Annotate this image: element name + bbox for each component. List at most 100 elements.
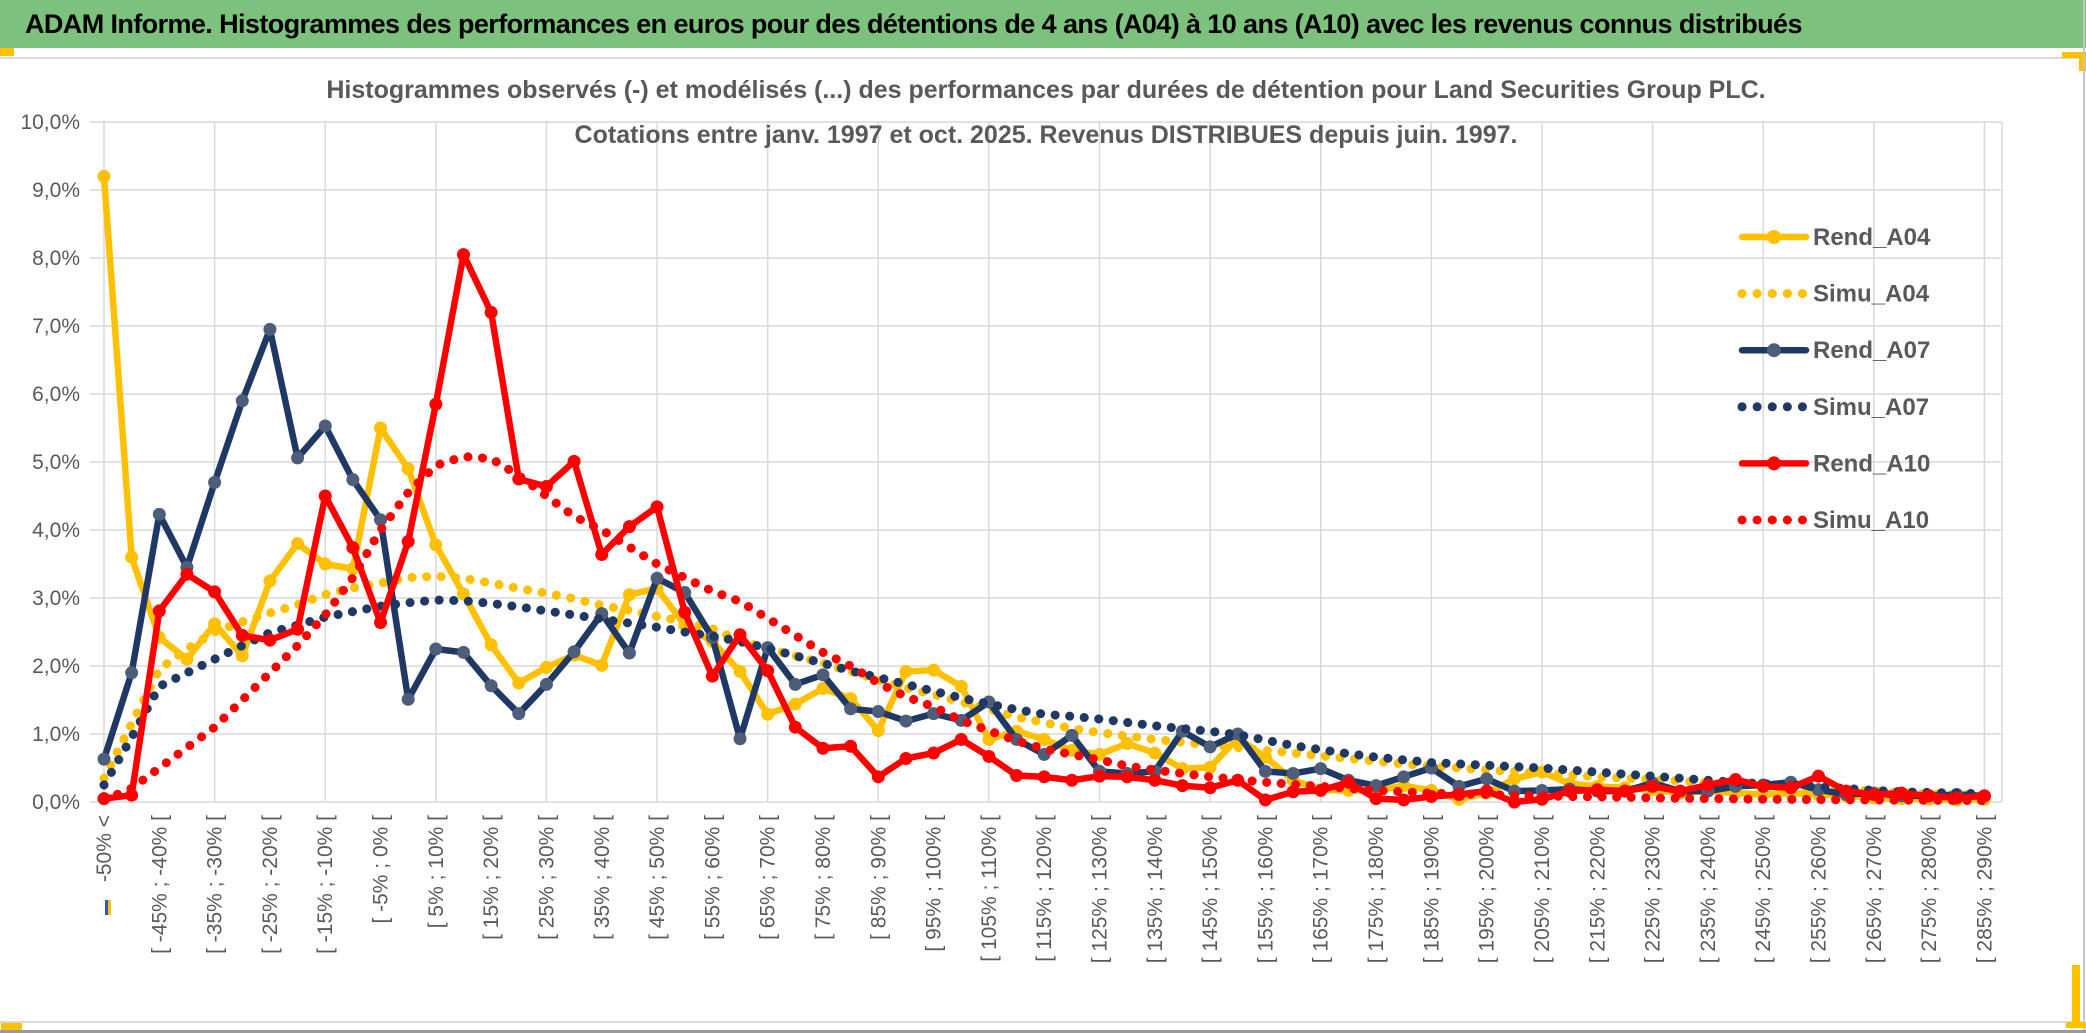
x-tick-label: [ 135% ; 140% [ — [1144, 815, 1167, 963]
series-Simu_A04 — [99, 571, 1989, 800]
chart-title-line2: Cotations entre janv. 1997 et oct. 2025.… — [575, 121, 1518, 149]
marker-Rend_A04 — [622, 588, 636, 602]
performance-histogram-chart: 10,0% 9,0% 8,0% 7,0% 6,0% 5,0% 4,0% 3,0% 2,0% 1,0… — [20, 76, 2003, 963]
marker-Rend_A07 — [788, 677, 802, 691]
series-line-Simu_A04 — [99, 571, 1989, 800]
legend-item-simu-a04: Simu_A04 — [1737, 281, 1930, 308]
marker-Rend_A10 — [954, 732, 968, 746]
gold-accent-bottom-left — [1, 1023, 22, 1032]
marker-Rend_A07 — [871, 705, 885, 719]
chart-title: Histogrammes observés (-) et modélisés (… — [326, 76, 1765, 149]
legend: Rend_A04 Simu_A04 Rend_A07 Simu_A07 Rend_A10… — [1737, 224, 1931, 534]
legend-label: Rend_A04 — [1813, 224, 1931, 251]
marker-Rend_A04 — [595, 658, 609, 672]
marker-Rend_A10 — [622, 520, 636, 534]
marker-Rend_A04 — [871, 724, 885, 738]
marker-Rend_A10 — [567, 454, 581, 468]
marker-Rend_A10 — [705, 669, 719, 683]
y-tick-label: 4,0% — [32, 519, 80, 542]
x-tick-label: [ 245% ; 250% [ — [1752, 815, 1775, 963]
x-tick-label: [ -25% ; -20% [ — [259, 815, 282, 954]
marker-Rend_A07 — [152, 507, 166, 521]
marker-Rend_A07 — [291, 451, 305, 465]
marker-Rend_A10 — [1175, 779, 1189, 793]
marker-Rend_A10 — [1037, 770, 1051, 784]
x-tick-label: [ 65% ; 70% [ — [757, 815, 780, 940]
gold-accent-bottom-right-h — [2066, 1022, 2086, 1028]
marker-Rend_A10 — [871, 770, 885, 784]
gridlines — [90, 121, 2003, 803]
marker-Rend_A04 — [1507, 772, 1521, 786]
series-Simu_A07 — [99, 595, 1989, 799]
x-tick-label: [ 125% ; 130% [ — [1089, 815, 1112, 963]
marker-Rend_A04 — [788, 697, 802, 711]
legend-label: Simu_A10 — [1813, 507, 1929, 534]
marker-Rend_A07 — [429, 642, 443, 656]
marker-Rend_A10 — [1148, 773, 1162, 787]
marker-Rend_A10 — [650, 500, 664, 514]
legend-marker-sample — [1767, 456, 1781, 471]
series-line-Rend_A04 — [100, 173, 1988, 804]
marker-Rend_A10 — [595, 547, 609, 561]
marker-Rend_A04 — [816, 681, 830, 695]
x-tick-label: [ 15% ; 20% [ — [480, 815, 503, 940]
gold-accent-top-right-v — [2079, 52, 2086, 71]
marker-Rend_A10 — [1203, 781, 1217, 795]
marker-Rend_A07 — [1258, 764, 1272, 778]
y-tick-label: 6,0% — [32, 383, 80, 406]
marker-Rend_A10 — [1369, 792, 1383, 806]
marker-Rend_A10 — [235, 628, 249, 642]
chart-title-line1: Histogrammes observés (-) et modélisés (… — [326, 76, 1765, 104]
x-tick-label: [ 75% ; 80% [ — [812, 815, 835, 940]
marker-Rend_A07 — [318, 419, 332, 433]
marker-Rend_A10 — [291, 622, 305, 636]
y-tick-label: 8,0% — [32, 247, 80, 270]
gold-accent-top-right-h — [2062, 52, 2086, 58]
marker-Rend_A10 — [982, 749, 996, 763]
marker-Rend_A04 — [1037, 732, 1051, 746]
marker-Rend_A07 — [512, 707, 526, 721]
marker-Rend_A10 — [1811, 769, 1825, 783]
marker-Rend_A10 — [1784, 781, 1798, 795]
x-tick-label: [ 45% ; 50% [ — [646, 815, 669, 940]
marker-Rend_A07 — [401, 692, 415, 706]
legend-item-simu-a07: Simu_A07 — [1737, 394, 1929, 421]
marker-Rend_A07 — [1286, 766, 1300, 780]
marker-Rend_A04 — [97, 169, 111, 183]
y-tick-label: 0,0% — [32, 791, 80, 814]
window-bottom-edge — [0, 1030, 2086, 1033]
marker-Rend_A10 — [761, 664, 775, 678]
report-title: ADAM Informe. Histogrammes des performan… — [25, 9, 1802, 39]
marker-Rend_A07 — [125, 666, 139, 680]
y-axis: 10,0% 9,0% 8,0% 7,0% 6,0% 5,0% 4,0% 3,0% 2,0% 1,0… — [20, 111, 80, 814]
marker-Rend_A10 — [788, 720, 802, 734]
x-tick-label: [ -15% ; -10% [ — [314, 815, 337, 954]
marker-Rend_A07 — [1203, 740, 1217, 754]
x-tick-label: [ 5% ; 10% [ — [425, 815, 448, 928]
x-tick-label: [ 95% ; 100% [ — [923, 815, 946, 952]
bottom-divider — [0, 1021, 2086, 1023]
gold-accent-bottom-right-v — [2072, 965, 2080, 1022]
marker-Rend_A10 — [1010, 768, 1024, 782]
x-tick-label: [ -45% ; -40% [ — [148, 815, 171, 954]
marker-Rend_A07 — [484, 679, 498, 693]
legend-label: Rend_A07 — [1813, 337, 1930, 364]
marker-Rend_A04 — [539, 660, 553, 674]
marker-Rend_A07 — [539, 677, 553, 691]
y-tick-label: 10,0% — [20, 111, 80, 134]
x-tick-label: -50% < — [93, 815, 116, 882]
marker-Rend_A04 — [954, 679, 968, 693]
marker-Rend_A10 — [346, 541, 360, 555]
marker-Rend_A07 — [208, 475, 222, 489]
x-tick-label: [ 165% ; 170% [ — [1310, 815, 1333, 963]
marker-Rend_A07 — [1314, 762, 1328, 776]
x-axis: -50% < [ -45% ; -40% [[ -35% ; -30% [[ -2… — [93, 815, 1996, 963]
header-divider — [0, 57, 2086, 59]
marker-Rend_A10 — [539, 479, 553, 493]
marker-Rend_A07 — [1397, 770, 1411, 784]
marker-Rend_A07 — [622, 646, 636, 660]
marker-Rend_A04 — [401, 462, 415, 476]
x-tick-label: [ 235% ; 240% [ — [1697, 815, 1720, 963]
x-tick-label: [ 205% ; 210% [ — [1531, 815, 1554, 963]
